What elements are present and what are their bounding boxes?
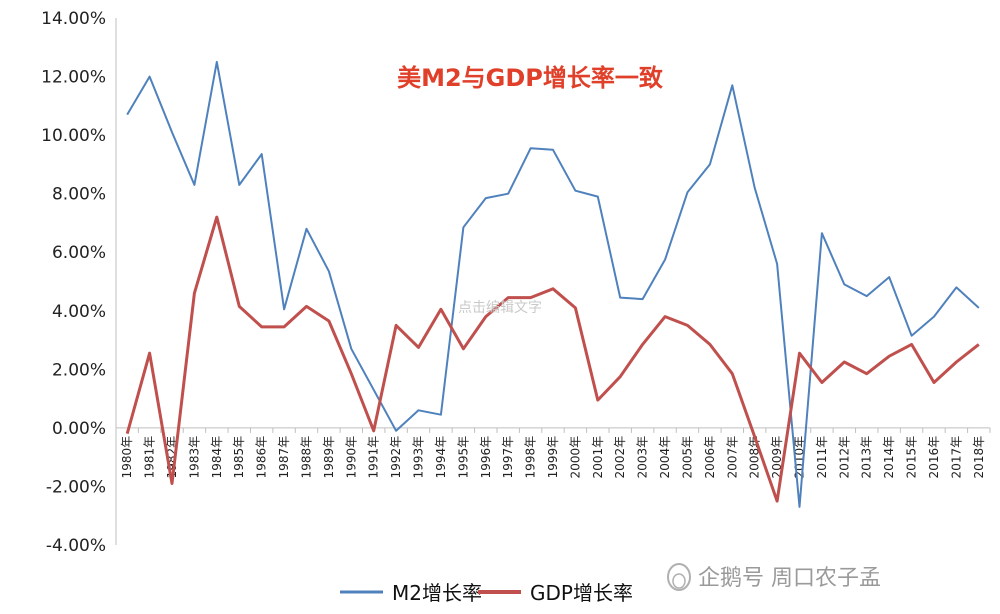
series-layer xyxy=(125,60,980,508)
x-tick-label: 1989年 xyxy=(322,436,336,479)
legend-label-m2: M2增长率 xyxy=(392,581,482,605)
x-tick-label: 2011年 xyxy=(815,436,829,479)
legend-label-gdp: GDP增长率 xyxy=(530,581,633,605)
x-tick-label: 1998年 xyxy=(524,436,538,479)
x-tick-label: 1981年 xyxy=(143,436,157,479)
x-tick-label: 2014年 xyxy=(882,436,896,479)
y-tick-label: -2.00% xyxy=(46,477,106,497)
x-tick-label: 2004年 xyxy=(658,436,672,479)
x-tick-label: 1999年 xyxy=(546,436,560,479)
x-tick-label: 1983年 xyxy=(187,436,201,479)
series-line-gdp xyxy=(125,215,980,503)
x-tick-label: 1991年 xyxy=(367,436,381,479)
x-tick-label: 2006年 xyxy=(703,436,717,479)
y-tick-label: 6.00% xyxy=(52,243,106,263)
x-tick-label: 2015年 xyxy=(905,436,919,479)
x-tick-label: 2001年 xyxy=(591,436,605,479)
x-tick-label: 1990年 xyxy=(344,436,358,479)
x-tick-label: 1993年 xyxy=(412,436,426,479)
x-tick-label: 1996年 xyxy=(479,436,493,479)
y-tick-label: 14.00% xyxy=(41,9,106,29)
x-tick-label: 1997年 xyxy=(501,436,515,479)
x-tick-label: 2016年 xyxy=(927,436,941,479)
x-tick-label: 1987年 xyxy=(277,436,291,479)
brand-text: 企鹅号 周口农子孟 xyxy=(698,566,881,591)
x-tick-label: 2007年 xyxy=(725,436,739,479)
x-tick-label: 2013年 xyxy=(860,436,874,479)
x-tick-label: 1985年 xyxy=(232,436,246,479)
y-tick-label: 8.00% xyxy=(52,185,106,205)
x-tick-label: 2008年 xyxy=(748,436,762,479)
x-tick-label: 1980年 xyxy=(120,436,134,479)
x-tick-label: 2009年 xyxy=(770,436,784,479)
x-tick-label: 2012年 xyxy=(837,436,851,479)
x-tick-label: 2002年 xyxy=(613,436,627,479)
x-tick-label: 1995年 xyxy=(456,436,470,479)
legend: M2增长率 GDP增长率 xyxy=(340,581,633,605)
chart-title: 美M2与GDP增长率一致 xyxy=(397,64,664,92)
y-tick-label: 4.00% xyxy=(52,302,106,322)
x-tick-label: 2018年 xyxy=(972,436,986,479)
penguin-icon xyxy=(667,563,691,591)
x-tick-label: 1992年 xyxy=(389,436,403,479)
x-tick-label: 2000年 xyxy=(568,436,582,479)
x-tick-label: 1988年 xyxy=(299,436,313,479)
x-axis-ticks: 1980年 1981年 1982年 1983年 1984年 1985年 1986年 1987年… xyxy=(115,427,991,479)
brand-watermark: 企鹅号 周口农子孟 xyxy=(667,563,881,591)
series-line-m2 xyxy=(126,60,980,508)
y-tick-label: 10.00% xyxy=(41,126,106,146)
x-tick-label: 2005年 xyxy=(680,436,694,479)
x-tick-label: 1986年 xyxy=(255,436,269,479)
y-tick-label: 12.00% xyxy=(41,68,106,88)
y-axis-ticks: -4.00% -2.00% 0.00% 2.00% 4.00% 6.00% 8.00% 10.… xyxy=(41,9,106,556)
x-tick-label: 2003年 xyxy=(636,436,650,479)
y-tick-label: 0.00% xyxy=(52,419,106,439)
x-tick-label: 1984年 xyxy=(210,436,224,479)
y-tick-label: 2.00% xyxy=(52,360,106,380)
y-tick-label: -4.00% xyxy=(46,536,106,556)
x-tick-label: 1994年 xyxy=(434,436,448,479)
watermark-text: 点击编辑文字 xyxy=(458,300,542,316)
x-tick-label: 2017年 xyxy=(949,436,963,479)
